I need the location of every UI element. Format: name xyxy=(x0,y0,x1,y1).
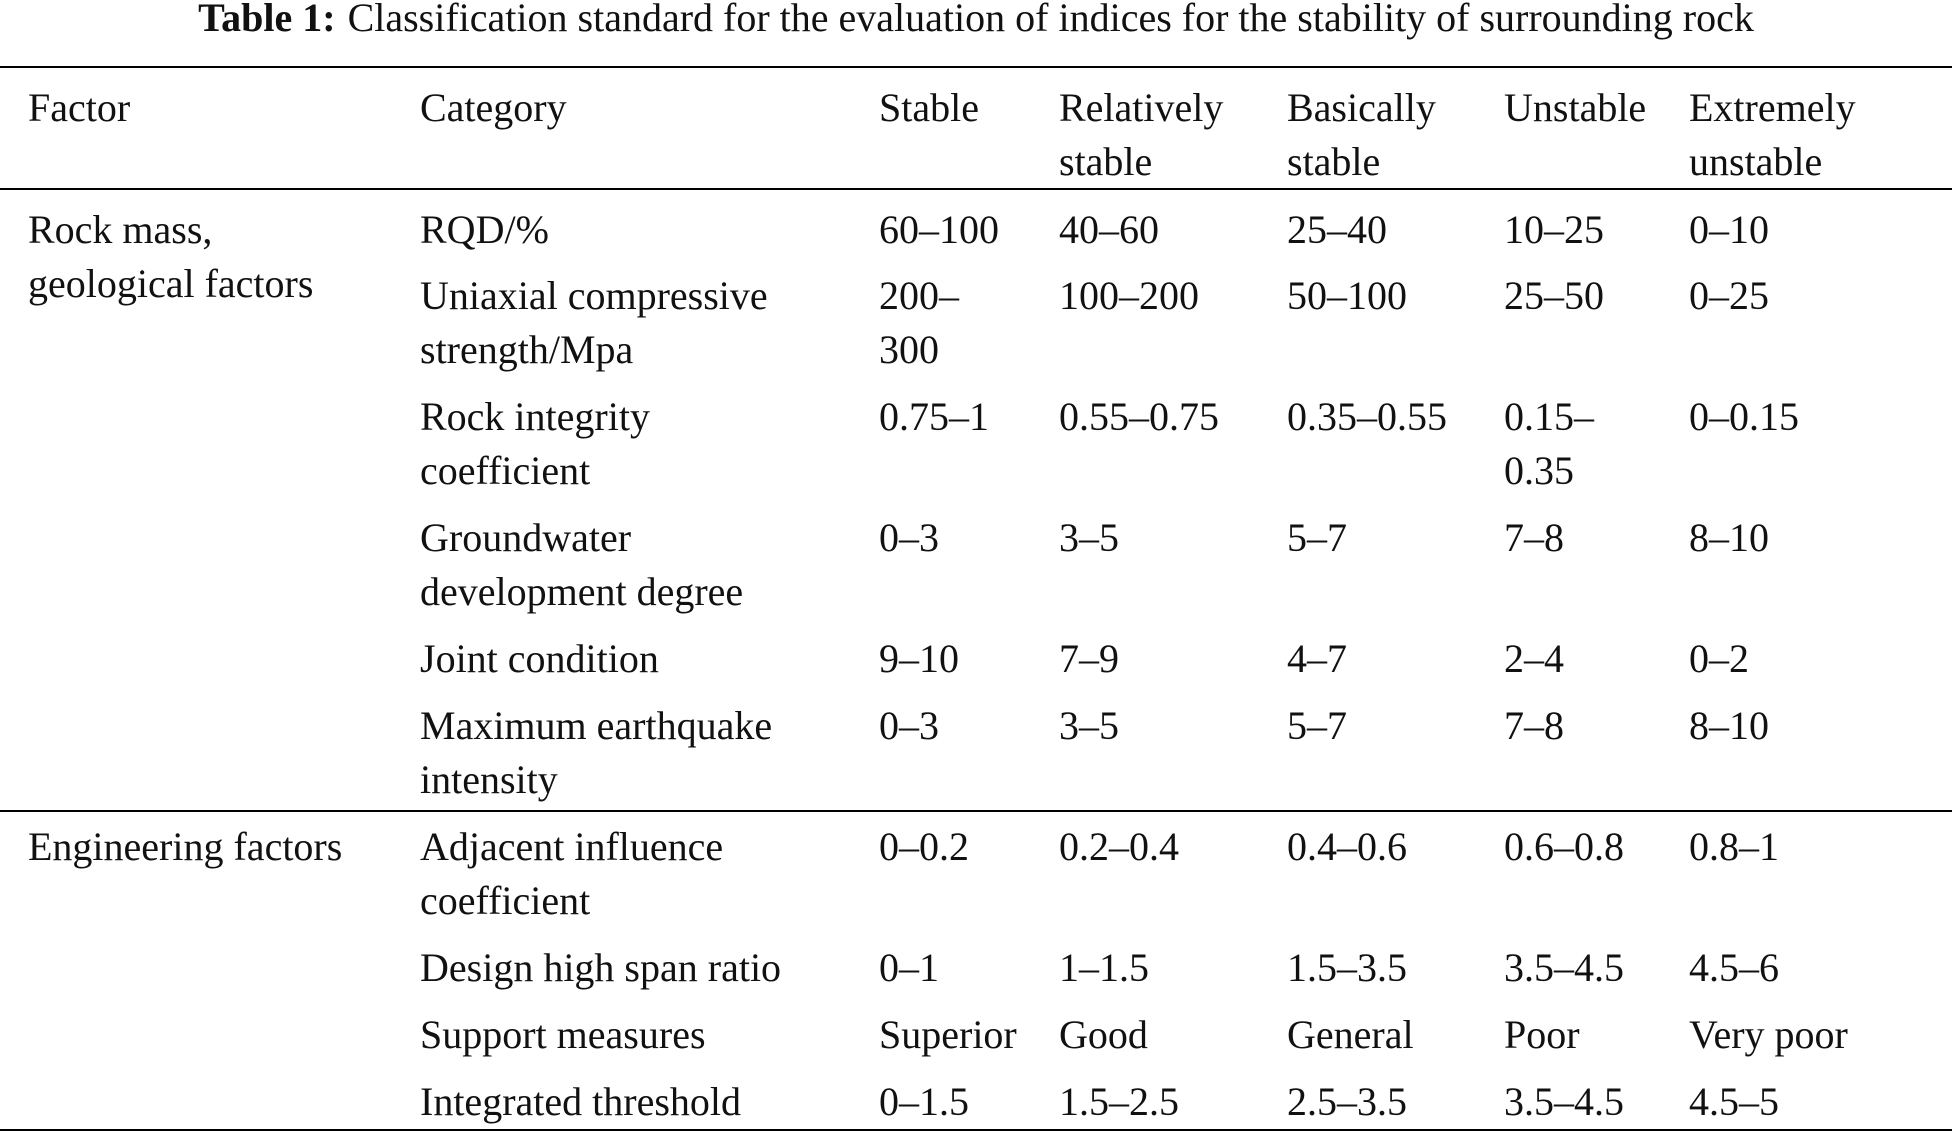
cell-category: Adjacent influence coefficient xyxy=(420,824,724,923)
cell-extremely-unstable: 8–10 xyxy=(1689,515,1769,560)
cell-basically-stable: 0.4–0.6 xyxy=(1287,824,1407,869)
table-caption-label: Table 1: xyxy=(198,0,336,40)
cell-stable: 0–0.2 xyxy=(879,824,969,869)
header-extremely-unstable: Extremely unstable xyxy=(1689,85,1856,184)
cell-stable: 0–1.5 xyxy=(879,1079,969,1124)
cell-category: Joint condition xyxy=(420,636,659,681)
header-category: Category xyxy=(420,85,567,130)
cell-extremely-unstable: 0–2 xyxy=(1689,636,1749,681)
cell-stable: 0.75–1 xyxy=(879,394,989,439)
cell-unstable: 3.5–4.5 xyxy=(1504,1079,1624,1124)
cell-unstable: 7–8 xyxy=(1504,515,1564,560)
header-factor: Factor xyxy=(28,85,131,130)
cell-category: Rock integrity coefficient xyxy=(420,394,650,493)
cell-basically-stable: 4–7 xyxy=(1287,636,1347,681)
cell-relatively-stable: Good xyxy=(1059,1012,1148,1057)
cell-unstable: Poor xyxy=(1504,1012,1580,1057)
table-top-rule xyxy=(0,66,1952,68)
cell-extremely-unstable: 4.5–5 xyxy=(1689,1079,1779,1124)
cell-extremely-unstable: 0–25 xyxy=(1689,273,1769,318)
cell-extremely-unstable: Very poor xyxy=(1689,1012,1848,1057)
cell-extremely-unstable: 4.5–6 xyxy=(1689,945,1779,990)
cell-category: Design high span ratio xyxy=(420,945,782,990)
cell-stable: 0–3 xyxy=(879,515,939,560)
cell-basically-stable: 5–7 xyxy=(1287,703,1347,748)
cell-unstable: 3.5–4.5 xyxy=(1504,945,1624,990)
cell-relatively-stable: 1–1.5 xyxy=(1059,945,1149,990)
header-relatively-stable: Relatively stable xyxy=(1059,85,1224,184)
cell-extremely-unstable: 0–0.15 xyxy=(1689,394,1799,439)
cell-extremely-unstable: 0.8–1 xyxy=(1689,824,1779,869)
cell-unstable: 7–8 xyxy=(1504,703,1564,748)
cell-relatively-stable: 0.55–0.75 xyxy=(1059,394,1219,439)
group-divider-rule xyxy=(0,810,1952,812)
cell-basically-stable: 5–7 xyxy=(1287,515,1347,560)
table-bottom-rule xyxy=(0,1129,1952,1131)
cell-stable: 200– 300 xyxy=(879,273,959,372)
cell-relatively-stable: 3–5 xyxy=(1059,515,1119,560)
cell-unstable: 25–50 xyxy=(1504,273,1604,318)
cell-basically-stable: General xyxy=(1287,1012,1414,1057)
cell-unstable: 2–4 xyxy=(1504,636,1564,681)
cell-category: Uniaxial compressive strength/Mpa xyxy=(420,273,768,372)
header-unstable: Unstable xyxy=(1504,85,1647,130)
cell-extremely-unstable: 0–10 xyxy=(1689,207,1769,252)
header-bottom-rule xyxy=(0,188,1952,190)
cell-extremely-unstable: 8–10 xyxy=(1689,703,1769,748)
cell-relatively-stable: 100–200 xyxy=(1059,273,1199,318)
cell-category: Integrated threshold xyxy=(420,1079,741,1124)
cell-stable: 9–10 xyxy=(879,636,959,681)
cell-stable: 0–3 xyxy=(879,703,939,748)
cell-stable: Superior xyxy=(879,1012,1017,1057)
cell-relatively-stable: 40–60 xyxy=(1059,207,1159,252)
cell-category: Support measures xyxy=(420,1012,706,1057)
header-stable: Stable xyxy=(879,85,979,130)
cell-basically-stable: 2.5–3.5 xyxy=(1287,1079,1407,1124)
table-caption-text: Classification standard for the evaluati… xyxy=(347,0,1754,40)
cell-category: RQD/% xyxy=(420,207,549,252)
cell-unstable: 10–25 xyxy=(1504,207,1604,252)
cell-basically-stable: 25–40 xyxy=(1287,207,1387,252)
cell-basically-stable: 0.35–0.55 xyxy=(1287,394,1447,439)
group-factor-engineering: Engineering factors xyxy=(28,824,343,869)
cell-category: Groundwater development degree xyxy=(420,515,744,614)
cell-relatively-stable: 3–5 xyxy=(1059,703,1119,748)
cell-basically-stable: 50–100 xyxy=(1287,273,1407,318)
group-factor-rock-mass: Rock mass, geological factors xyxy=(28,207,314,306)
cell-basically-stable: 1.5–3.5 xyxy=(1287,945,1407,990)
cell-relatively-stable: 7–9 xyxy=(1059,636,1119,681)
cell-relatively-stable: 1.5–2.5 xyxy=(1059,1079,1179,1124)
cell-relatively-stable: 0.2–0.4 xyxy=(1059,824,1179,869)
cell-unstable: 0.6–0.8 xyxy=(1504,824,1624,869)
table-caption: Table 1: Classification standard for the … xyxy=(0,0,1952,44)
header-basically-stable: Basically stable xyxy=(1287,85,1436,184)
cell-stable: 0–1 xyxy=(879,945,939,990)
cell-category: Maximum earthquake intensity xyxy=(420,703,773,802)
cell-unstable: 0.15– 0.35 xyxy=(1504,394,1594,493)
cell-stable: 60–100 xyxy=(879,207,999,252)
